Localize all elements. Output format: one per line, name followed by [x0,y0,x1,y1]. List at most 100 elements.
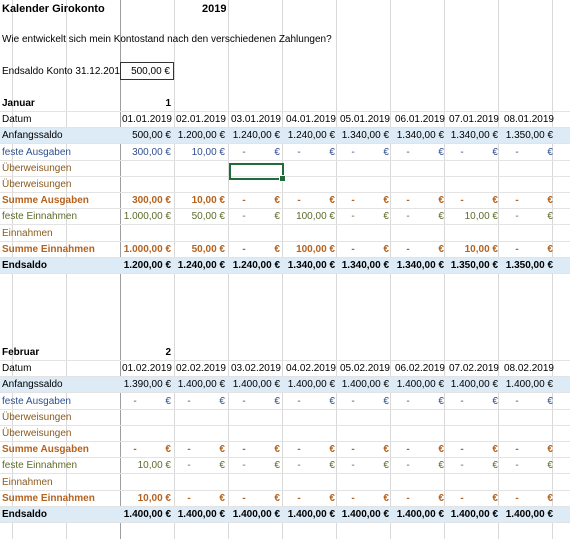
value-cell[interactable]: 10,00 € [191,195,225,207]
value-cell[interactable]: - € [338,442,392,458]
value-cell[interactable]: - € [229,394,283,410]
value-cell[interactable]: 1.350,00 € [505,130,553,142]
value-cell[interactable]: - € [502,394,556,410]
value-cell[interactable]: - € [174,491,228,507]
value-cell[interactable]: - € [284,491,338,507]
date-cell[interactable]: 02.01.2019 [175,114,226,126]
value-cell[interactable]: 1.000,00 € [123,243,171,255]
row-label[interactable]: Datum [2,363,32,375]
value-cell[interactable]: - € [502,242,556,258]
date-cell[interactable]: 04.01.2019 [285,114,336,126]
row-label[interactable]: Überweisungen [2,179,72,190]
value-cell[interactable]: 100,00 € [296,243,335,255]
value-cell[interactable]: - € [338,394,392,410]
value-cell[interactable]: 1.350,00 € [450,260,498,271]
value-cell[interactable]: - € [174,458,228,474]
value-cell[interactable]: 300,00 € [132,146,171,158]
value-cell[interactable]: 1.200,00 € [123,260,171,271]
value-cell[interactable]: 1.400,00 € [505,379,553,391]
value-cell[interactable]: 100,00 € [296,211,335,223]
value-cell[interactable]: 500,00 € [132,130,171,142]
value-cell[interactable]: - € [393,242,447,258]
value-cell[interactable]: 1.400,00 € [396,379,444,391]
value-cell[interactable]: - € [284,145,338,161]
month-name[interactable]: Januar [2,98,35,109]
value-cell[interactable]: 1.340,00 € [396,130,444,142]
selected-cell[interactable] [229,163,286,182]
row-label[interactable]: Summe Ausgaben [2,195,89,207]
value-cell[interactable]: 300,00 € [132,195,171,207]
value-cell[interactable]: 10,00 € [137,492,171,504]
row-label[interactable]: feste Einnahmen [2,211,78,223]
value-cell[interactable]: - € [120,394,174,410]
date-cell[interactable]: 06.01.2019 [394,114,445,126]
row-label[interactable]: Anfangssaldo [2,130,63,142]
value-cell[interactable]: 1.400,00 € [450,379,498,391]
row-label[interactable]: Summe Einnahmen [2,243,95,255]
value-cell[interactable]: - € [393,394,447,410]
value-cell[interactable]: 1.350,00 € [505,260,553,271]
value-cell[interactable]: 1.240,00 € [177,260,225,271]
value-cell[interactable]: 10,00 € [464,211,498,223]
row-label[interactable]: Anfangssaldo [2,379,63,391]
value-cell[interactable]: 1.390,00 € [123,379,171,391]
value-cell[interactable]: - € [502,209,556,225]
value-cell[interactable]: - € [338,193,392,209]
date-cell[interactable]: 05.01.2019 [339,114,390,126]
value-cell[interactable]: 1.400,00 € [177,509,225,520]
value-cell[interactable]: 10,00 € [464,243,498,255]
date-cell[interactable]: 06.02.2019 [394,363,445,375]
value-cell[interactable]: - € [229,193,283,209]
date-cell[interactable]: 08.02.2019 [503,363,554,375]
value-cell[interactable]: 10,00 € [137,460,171,472]
value-cell[interactable]: - € [284,458,338,474]
month-number[interactable]: 2 [165,347,171,358]
value-cell[interactable]: - € [229,242,283,258]
row-label[interactable]: Endsaldo [2,509,48,520]
value-cell[interactable]: - € [393,145,447,161]
value-cell[interactable]: - € [174,394,228,410]
value-cell[interactable]: 1.340,00 € [341,130,389,142]
value-cell[interactable]: 1.400,00 € [396,509,444,520]
value-cell[interactable]: 1.400,00 € [232,379,280,391]
date-cell[interactable]: 03.02.2019 [230,363,281,375]
value-cell[interactable]: 50,00 € [191,243,225,255]
value-cell[interactable]: - € [502,442,556,458]
value-cell[interactable]: 1.240,00 € [232,130,280,142]
value-cell[interactable]: - € [284,394,338,410]
value-cell[interactable]: - € [229,458,283,474]
value-cell[interactable]: - € [174,442,228,458]
row-label[interactable]: feste Einnahmen [2,460,78,472]
value-cell[interactable]: 1.200,00 € [177,130,225,142]
value-cell[interactable]: 50,00 € [191,211,225,223]
value-cell[interactable]: - € [393,491,447,507]
date-cell[interactable]: 07.01.2019 [448,114,499,126]
value-cell[interactable]: 1.400,00 € [287,379,335,391]
month-name[interactable]: Februar [2,347,40,358]
value-cell[interactable]: - € [338,458,392,474]
value-cell[interactable]: - € [502,491,556,507]
value-cell[interactable]: 1.340,00 € [396,260,444,271]
value-cell[interactable]: - € [284,442,338,458]
value-cell[interactable]: 1.340,00 € [287,260,335,271]
date-cell[interactable]: 01.02.2019 [121,363,172,375]
value-cell[interactable]: 1.400,00 € [232,509,280,520]
value-cell[interactable]: - € [338,242,392,258]
value-cell[interactable]: - € [447,394,501,410]
row-label[interactable]: Summe Ausgaben [2,444,89,456]
value-cell[interactable]: 1.340,00 € [450,130,498,142]
date-cell[interactable]: 02.02.2019 [175,363,226,375]
value-cell[interactable]: - € [447,442,501,458]
value-cell[interactable]: - € [393,193,447,209]
value-cell[interactable]: - € [393,209,447,225]
row-label[interactable]: feste Ausgaben [2,146,71,158]
value-cell[interactable]: - € [447,145,501,161]
value-cell[interactable]: - € [502,458,556,474]
value-cell[interactable]: - € [447,458,501,474]
row-label[interactable]: Einnahmen [2,476,53,488]
value-cell[interactable]: - € [502,193,556,209]
value-cell[interactable]: - € [338,209,392,225]
value-cell[interactable]: - € [338,491,392,507]
date-cell[interactable]: 01.01.2019 [121,114,172,126]
